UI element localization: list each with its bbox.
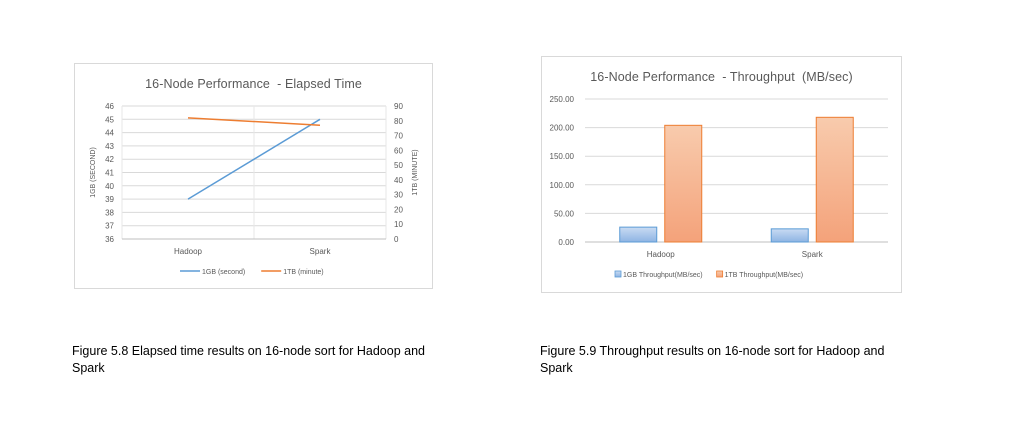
bar: [770, 228, 809, 243]
y-tick-label: 43: [105, 142, 114, 151]
series-line: [187, 118, 321, 200]
figure-caption-5-8: Figure 5.8 Elapsed time results on 16-no…: [72, 344, 425, 375]
y2-tick-label: 80: [394, 117, 403, 126]
throughput-chart: 16-Node Performance - Throughput (MB/sec…: [541, 56, 902, 293]
chart-title: 16-Node Performance - Elapsed Time: [145, 77, 362, 91]
x-tick-label: Spark: [310, 247, 332, 256]
series-line: [187, 117, 321, 126]
y2-tick-label: 0: [394, 235, 399, 244]
x-tick-label: Hadoop: [647, 250, 676, 259]
y2-axis-title: 1TB (MINUTE): [412, 149, 419, 195]
legend-label: 1TB Throughput(MB/sec): [725, 272, 803, 279]
y-tick-label: 37: [105, 222, 114, 231]
chart-title: 16-Node Performance - Throughput (MB/sec…: [590, 70, 853, 84]
throughput-plot: 0.00 50.00 100.00 150.00 200.00 250.00 Hadoop S…: [550, 95, 888, 279]
y-tick-label: 250.00: [550, 95, 575, 104]
elapsed-time-plot: 36 37 38 39 40 41 42 43 44 45 46 0 10 20 30 40 50 60 70 80 9…: [90, 102, 419, 276]
bar: [619, 226, 658, 243]
y-tick-label: 45: [105, 115, 114, 124]
y-tick-label: 46: [105, 102, 114, 111]
y2-tick-label: 40: [394, 176, 403, 185]
y2-tick-label: 90: [394, 102, 403, 111]
x-tick-label: Hadoop: [174, 247, 203, 256]
y-tick-label: 44: [105, 129, 114, 138]
y2-tick-label: 70: [394, 132, 403, 141]
y-axis-title: 1GB (SECOND): [90, 147, 97, 198]
y-tick-label: 36: [105, 235, 114, 244]
y2-tick-label: 20: [394, 205, 403, 214]
legend-label: 1GB (second): [202, 269, 245, 276]
y-tick-label: 39: [105, 195, 114, 204]
y-tick-label: 41: [105, 169, 114, 178]
y-tick-label: 50.00: [554, 209, 575, 218]
x-tick-label: Spark: [802, 250, 824, 259]
legend-label: 1TB (minute): [283, 269, 323, 276]
y2-tick-label: 10: [394, 220, 403, 229]
y-tick-label: 42: [105, 155, 114, 164]
legend-swatch: [614, 270, 622, 278]
y-tick-label: 38: [105, 208, 114, 217]
figure-caption-5-9: Figure 5.9 Throughput results on 16-node…: [540, 344, 885, 375]
y-tick-label: 40: [105, 182, 114, 191]
y-tick-label: 150.00: [550, 152, 575, 161]
elapsed-time-chart: 16-Node Performance - Elapsed Time 36 37 3…: [74, 63, 433, 289]
y-tick-label: 200.00: [550, 124, 575, 133]
y-tick-label: 100.00: [550, 181, 575, 190]
legend-swatch: [716, 270, 724, 278]
y2-tick-label: 60: [394, 146, 403, 155]
bar: [815, 116, 854, 243]
bar: [664, 124, 703, 243]
y2-tick-label: 50: [394, 161, 403, 170]
legend-label: 1GB Throughput(MB/sec): [623, 272, 703, 279]
y2-tick-label: 30: [394, 191, 403, 200]
y-tick-label: 0.00: [558, 238, 574, 247]
